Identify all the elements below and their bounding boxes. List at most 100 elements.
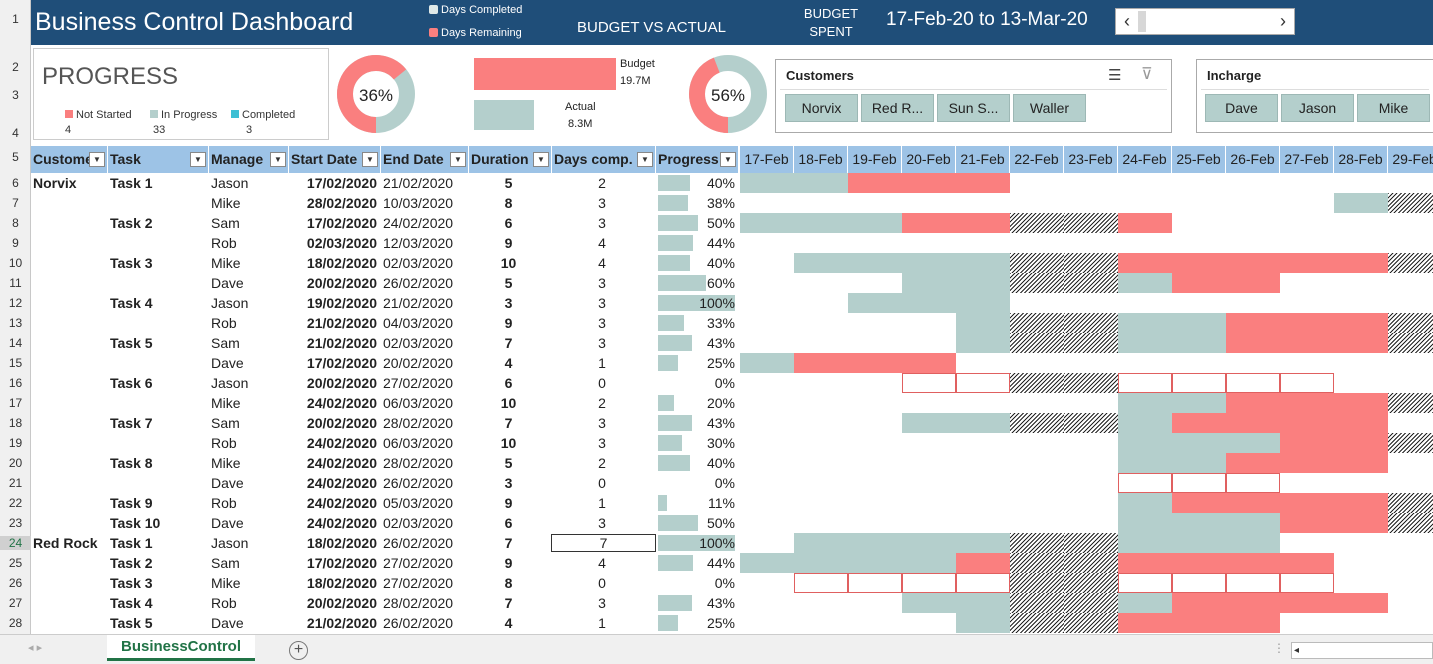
date-column-header[interactable]: 17-Feb [740,146,794,173]
multi-select-icon[interactable]: ☰ [1108,67,1122,84]
cell-task[interactable]: Task 9 [110,495,153,511]
cell-customer[interactable] [33,353,108,373]
scroll-left-button[interactable]: ‹ [1124,11,1130,31]
cell-customer[interactable] [33,393,108,413]
row-number[interactable]: 13 [8,316,23,330]
cell-duration[interactable]: 5 [504,455,513,471]
slicer-item-red-rock[interactable]: Red R... [861,94,934,122]
cell-manager[interactable]: Rob [211,435,237,451]
cell-duration[interactable]: 3 [504,295,513,311]
cell-customer[interactable] [33,373,108,393]
cell-customer[interactable] [33,193,108,213]
cell-progress[interactable]: 25% [656,353,735,373]
row-number[interactable]: 12 [8,296,23,310]
cell-manager[interactable]: Dave [211,275,244,291]
cell-manager[interactable]: Jason [211,295,249,311]
cell-end[interactable]: 02/03/2020 [383,515,454,531]
cell-days[interactable]: 7 [551,534,656,552]
row-number[interactable]: 19 [8,436,23,450]
cell-task[interactable] [110,353,209,373]
cell-end[interactable]: 27/02/2020 [383,575,454,591]
cell-manager[interactable]: Sam [211,555,240,571]
row-number[interactable]: 22 [8,496,23,510]
cell-start[interactable]: 24/02/2020 [306,515,377,531]
cell-end[interactable]: 26/02/2020 [383,275,454,291]
cell-end[interactable]: 20/02/2020 [383,355,454,371]
cell-end[interactable]: 10/03/2020 [383,195,454,211]
cell-start[interactable]: 17/02/2020 [306,215,377,231]
date-column-header[interactable]: 20-Feb [902,146,956,173]
cell-task[interactable]: Task 1 [110,535,153,551]
column-header[interactable]: Start Date ▼ [289,146,381,173]
slicer-item-norvix[interactable]: Norvix [785,94,858,122]
scroll-left-icon[interactable]: ◂ [1294,645,1300,656]
cell-end[interactable]: 02/03/2020 [383,255,454,271]
slicer-item-jason[interactable]: Jason [1281,94,1354,122]
cell-days[interactable]: 2 [598,395,606,411]
cell-manager[interactable]: Mike [211,575,241,591]
cell-duration[interactable]: 6 [504,515,513,531]
cell-start[interactable]: 20/02/2020 [306,375,377,391]
cell-end[interactable]: 24/02/2020 [383,215,454,231]
row-number[interactable]: 16 [8,376,23,390]
cell-customer[interactable] [33,293,108,313]
cell-manager[interactable]: Dave [211,615,244,631]
cell-end[interactable]: 06/03/2020 [383,435,454,451]
filter-dropdown-icon[interactable]: ▼ [720,152,736,167]
cell-duration[interactable]: 10 [500,395,517,411]
cell-duration[interactable]: 5 [504,175,513,191]
cell-start[interactable]: 21/02/2020 [306,335,377,351]
cell-task[interactable]: Task 10 [110,515,161,531]
cell-duration[interactable]: 9 [504,315,513,331]
row-number[interactable]: 25 [8,556,23,570]
cell-days[interactable]: 2 [598,175,606,191]
column-header[interactable]: Progress ▼ [656,146,739,173]
cell-start[interactable]: 02/03/2020 [306,235,377,251]
cell-progress[interactable]: 40% [656,173,735,193]
cell-manager[interactable]: Jason [211,175,249,191]
cell-days[interactable]: 0 [598,375,606,391]
cell-manager[interactable]: Mike [211,195,241,211]
column-header[interactable]: Manage ▼ [209,146,289,173]
cell-days[interactable]: 0 [598,575,606,591]
cell-start[interactable]: 24/02/2020 [306,495,377,511]
filter-dropdown-icon[interactable]: ▼ [362,152,378,167]
cell-duration[interactable]: 7 [504,595,513,611]
cell-task[interactable]: Task 4 [110,295,153,311]
cell-task[interactable]: Task 5 [110,615,153,631]
row-number[interactable]: 17 [8,396,23,410]
cell-days[interactable]: 2 [598,455,606,471]
column-header[interactable]: Duration ▼ [469,146,552,173]
cell-duration[interactable]: 8 [504,195,513,211]
cell-progress[interactable]: 30% [656,433,735,453]
row-number[interactable]: 4 [12,126,19,140]
cell-duration[interactable]: 6 [504,375,513,391]
cell-start[interactable]: 20/02/2020 [306,275,377,291]
cell-task[interactable] [110,313,209,333]
row-number[interactable]: 18 [8,416,23,430]
cell-start[interactable]: 17/02/2020 [306,555,377,571]
date-column-header[interactable]: 22-Feb [1010,146,1064,173]
cell-days[interactable]: 3 [598,515,606,531]
cell-duration[interactable]: 4 [504,615,513,631]
row-number[interactable]: 23 [8,516,23,530]
timeline-scrollbar[interactable]: ‹ › [1115,8,1295,35]
cell-manager[interactable]: Dave [211,355,244,371]
filter-dropdown-icon[interactable]: ▼ [533,152,549,167]
cell-customer[interactable] [33,513,108,533]
cell-task[interactable]: Task 2 [110,555,153,571]
cell-progress[interactable]: 60% [656,273,735,293]
cell-start[interactable]: 24/02/2020 [306,475,377,491]
filter-dropdown-icon[interactable]: ▼ [637,152,653,167]
column-header[interactable]: End Date ▼ [381,146,469,173]
cell-end[interactable]: 28/02/2020 [383,415,454,431]
row-number[interactable]: 6 [12,176,19,190]
cell-end[interactable]: 28/02/2020 [383,595,454,611]
cell-end[interactable]: 02/03/2020 [383,335,454,351]
cell-customer[interactable] [33,473,108,493]
clear-filter-icon[interactable]: ⊽ [1141,66,1153,83]
cell-progress[interactable]: 0% [656,373,735,393]
date-column-header[interactable]: 23-Feb [1064,146,1118,173]
cell-duration[interactable]: 10 [500,255,517,271]
cell-start[interactable]: 18/02/2020 [306,575,377,591]
